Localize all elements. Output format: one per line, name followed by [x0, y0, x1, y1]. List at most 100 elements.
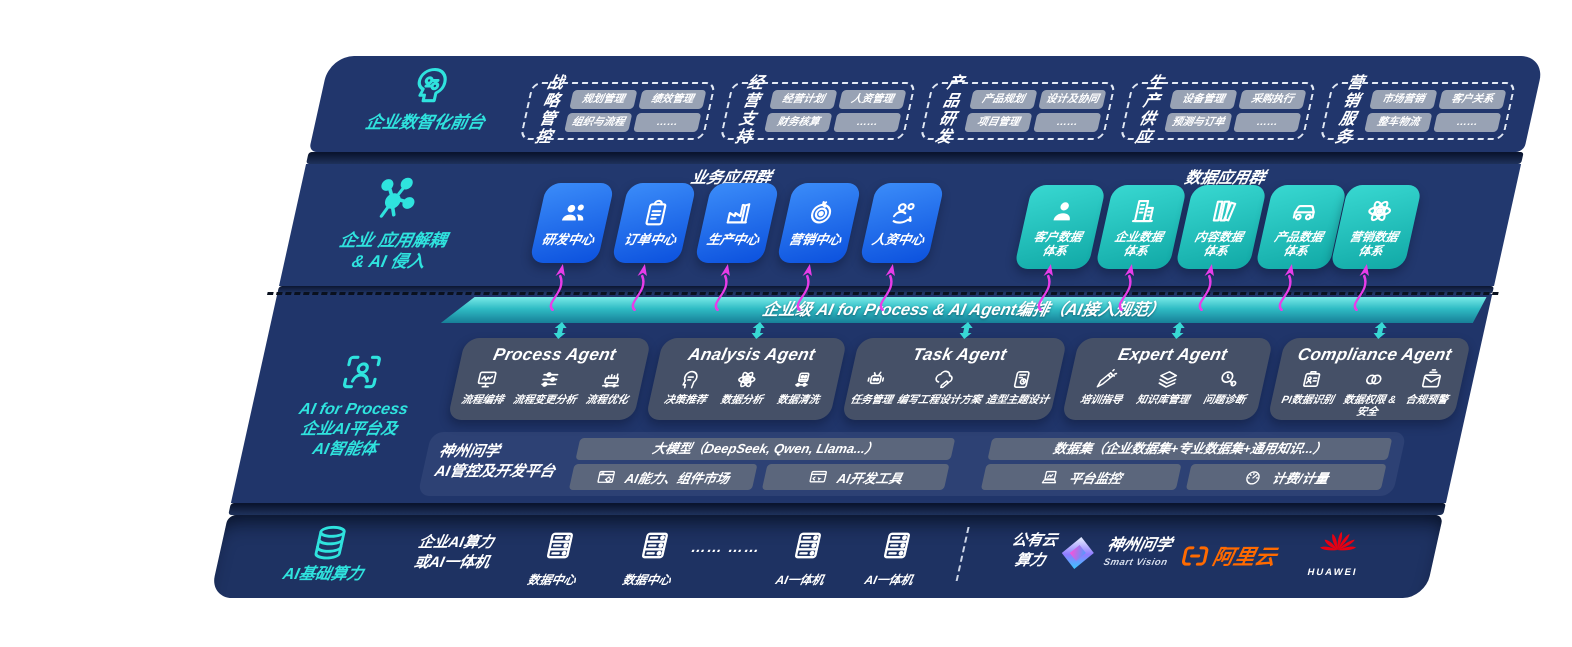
capability-pill: 设备管理 — [1169, 90, 1238, 109]
data-app-tile: 客户数据 体系 — [1013, 185, 1107, 269]
capability-label: 决策推荐 — [662, 394, 708, 406]
link-icon — [1360, 368, 1388, 391]
capability-pill: 财务核算 — [764, 113, 833, 132]
market-icon — [594, 468, 617, 487]
vendor-text: 神州问学 Smart Vision — [1102, 537, 1174, 568]
business-app-tile: 生产中心 — [694, 183, 780, 263]
platform-cell: 计费/计量 — [1185, 464, 1387, 490]
hr-icon — [886, 198, 923, 228]
devtools-icon — [806, 468, 829, 487]
architecture-stack: 企业数智化前台 战略 管控 规划管理 绩效管理 组织与流程…… 经营 支持 经营计划 人资管… — [209, 56, 1546, 598]
capability-pill: …… — [1233, 113, 1302, 132]
capability-pill: …… — [1033, 113, 1102, 132]
layer-edge — [306, 152, 1524, 164]
infra-node-label: 数据中心 — [621, 573, 673, 587]
ai-orchestration-banner: 企业级 AI for Process & AI Agent编排（AI接入规范） — [441, 297, 1487, 323]
flow-arrow-icon — [869, 261, 906, 311]
capability-pill: 设计及协同 — [1038, 90, 1107, 109]
agent-capability: 问题诊断 — [1202, 368, 1252, 406]
vendor-name: 神州问学 — [1105, 537, 1174, 554]
capability-pill: 市场营销 — [1369, 90, 1438, 109]
group-items: 经营计划 人资管理 财务核算…… — [764, 90, 907, 132]
layers-icon — [1153, 368, 1181, 391]
capability-label: 流程优化 — [584, 394, 630, 406]
platform-cell-label: AI能力、组件市场 — [623, 470, 731, 486]
server-icon — [787, 529, 827, 562]
app-layer: 企业 应用解耦 & AI 侵入 业务应用群 数据应用群 研发中心 订单中心 生产中心… — [279, 164, 1522, 286]
server-icon — [539, 529, 579, 562]
front-office-group: 战略 管控 规划管理 绩效管理 组织与流程…… — [519, 75, 717, 146]
data-app-tile: 营销数据 体系 — [1329, 185, 1423, 269]
business-app-tile: 研发中心 — [529, 183, 615, 263]
agent-items: 任务管理 编写工程设计方案 造型主题设计 — [844, 368, 1060, 406]
sliders-icon — [535, 368, 563, 391]
aliyun-logo — [1178, 542, 1212, 570]
platform-label: 神州问学 AI管控及开发平台 — [433, 443, 557, 480]
platform-cell: AI开发工具 — [761, 464, 950, 490]
training-icon — [1092, 368, 1120, 391]
id-card-icon — [1298, 368, 1326, 391]
alert-mail-icon — [1417, 368, 1445, 391]
platform-cell-label: 平台监控 — [1067, 470, 1124, 486]
dataset-group: 数据集（企业数据集+专业数据集+通用知识...） 平台监控 计费/计量 — [980, 438, 1393, 490]
agent-title: Analysis Agent — [686, 345, 818, 364]
layer-edge — [228, 503, 1446, 515]
capability-label: 数据清洗 — [775, 394, 821, 406]
agent-capability: 流程编排 — [460, 368, 510, 406]
platform-cell: 平台监控 — [980, 464, 1182, 490]
capability-pill: …… — [1433, 113, 1502, 132]
diagnose-icon — [1215, 368, 1243, 391]
vendor-subname: Smart Vision — [1102, 557, 1169, 568]
monitor-wave-icon — [473, 368, 501, 391]
tile-label: 产品数据 体系 — [1273, 229, 1325, 258]
agent-items: 决策推荐 数据分析 数据清洗 — [648, 368, 840, 406]
smartvision-logo — [1053, 533, 1102, 573]
capability-label: 知识库管理 — [1135, 394, 1191, 406]
platform-cell-label: 计费/计量 — [1270, 470, 1330, 486]
tile-label: 营销数据 体系 — [1348, 229, 1400, 258]
model-bar: 大模型（DeepSeek, Qwen, Llama...） — [575, 438, 956, 460]
front-office-group: 营销 服务 市场营销 客户关系 整车物流…… — [1319, 75, 1517, 146]
capability-pill: 规划管理 — [569, 90, 638, 109]
group-name: 营销 服务 — [1333, 75, 1366, 146]
person-icon — [1045, 196, 1082, 226]
platform-cell: AI能力、组件市场 — [568, 464, 758, 490]
server-icon — [876, 529, 916, 562]
double-arrow-icon — [1370, 322, 1390, 339]
data-app-tile: 产品数据 体系 — [1254, 185, 1348, 269]
atom-icon — [1361, 196, 1398, 226]
capability-label: 数据分析 — [719, 394, 765, 406]
business-app-tile: 营销中心 — [776, 183, 862, 263]
tile-label: 营销中心 — [787, 232, 843, 248]
atom-icon — [732, 368, 760, 391]
agent-box: Compliance Agent PI数据识别 数据权限 & 安全 合规预警 — [1267, 338, 1472, 420]
flow-arrow-icon — [1343, 261, 1380, 311]
ai-platform-layer: 企业级 AI for Process & AI Agent编排（AI接入规范） … — [230, 292, 1499, 503]
flow-arrow-icon — [1108, 261, 1145, 311]
agent-box: Task Agent 任务管理 编写工程设计方案 造型主题设计 — [841, 338, 1068, 420]
agent-capability: 数据权限 & 安全 — [1339, 368, 1403, 418]
infra-node: 数据中心 — [603, 529, 700, 588]
group-name: 经营 支持 — [733, 75, 766, 146]
agent-capability: 决策推荐 — [663, 368, 713, 406]
machine-icon — [597, 368, 625, 391]
database-icon — [306, 523, 355, 563]
agent-title: Process Agent — [491, 345, 619, 364]
group-items: 产品规划 设计及协同 项目管理…… — [964, 90, 1107, 132]
agent-capability: 造型主题设计 — [985, 368, 1056, 406]
decision-icon — [676, 368, 704, 391]
agent-title: Compliance Agent — [1295, 345, 1454, 364]
capability-pill: 采购执行 — [1238, 90, 1307, 109]
infra-node: AI一体机 — [756, 529, 853, 588]
agent-capability: 知识库管理 — [1135, 368, 1196, 406]
agent-capability: 培训指导 — [1079, 368, 1129, 406]
agent-items: 培训指导 知识库管理 问题诊断 — [1064, 368, 1266, 406]
double-arrow-icon — [956, 322, 976, 339]
capability-pill: 产品规划 — [969, 90, 1038, 109]
data-app-tile: 内容数据 体系 — [1174, 185, 1268, 269]
capability-pill: …… — [833, 113, 902, 132]
target-icon — [803, 198, 840, 228]
flow-arrow-icon — [1188, 261, 1225, 311]
capability-label: 任务管理 — [849, 394, 894, 406]
group-name: 生产 供应 — [1133, 75, 1166, 146]
